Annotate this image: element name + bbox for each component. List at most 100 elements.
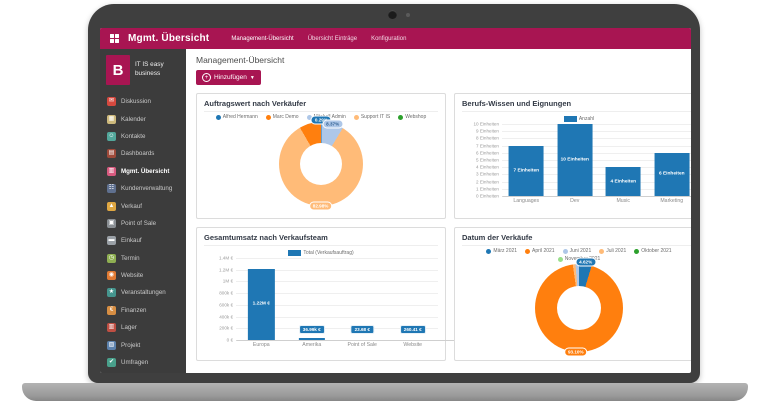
bar-languages[interactable]: 7 Einheiten: [502, 124, 551, 196]
sidebar-item-label: Diskussion: [121, 98, 151, 106]
project-icon: ▧: [107, 340, 116, 350]
sidebar-item-label: Veranstaltungen: [121, 289, 166, 297]
bar: [605, 167, 641, 196]
sidebar-item-point-of-sale[interactable]: ▣ Point of Sale: [107, 215, 186, 232]
bar: [508, 145, 544, 196]
legend-swatch: [288, 250, 302, 256]
sidebar-item-termin[interactable]: ◷ Termin: [107, 250, 186, 267]
sidebar-item-veranstaltungen[interactable]: ★ Veranstaltungen: [107, 284, 186, 301]
bar-website[interactable]: 260.41 €: [388, 258, 439, 340]
bar-chart-gesamtumsatz: Total (Verkaufsauftrag) 1.4M € 1.2M € 1M € 8…: [204, 248, 691, 348]
legend-item[interactable]: April 2021: [525, 248, 555, 254]
legend-item[interactable]: Anzahl: [563, 116, 594, 122]
y-tick-label: 7 Einheiten: [476, 143, 499, 149]
apps-grid-icon[interactable]: [110, 34, 119, 43]
legend-swatch: [486, 248, 492, 254]
top-menu-item[interactable]: Übersicht Einträge: [307, 35, 358, 42]
top-menu-item[interactable]: Konfiguration: [371, 35, 407, 42]
sidebar-item-label: Termin: [121, 254, 140, 262]
x-category-label: Dev: [570, 198, 580, 204]
slice-label: 93.10%: [563, 347, 588, 357]
finance-icon: €: [107, 305, 116, 315]
legend-item[interactable]: Alfred Hermann: [215, 114, 258, 120]
legend-swatch: [265, 114, 271, 120]
legend-label: Juli 2021: [606, 248, 627, 254]
donut-chart[interactable]: 0.29% 8.37% 82.98%: [279, 115, 363, 211]
sidebar-item-verkauf[interactable]: ▲ Verkauf: [107, 197, 186, 214]
sidebar-item-finanzen[interactable]: € Finanzen: [107, 302, 186, 319]
company-name: IT IS easy business: [135, 61, 164, 78]
bar-dev[interactable]: 10 Einheiten: [551, 124, 600, 196]
legend-item[interactable]: Total (Verkaufsauftrag): [288, 250, 354, 256]
y-tick-label: 1.2M €: [218, 267, 233, 273]
legend-item[interactable]: Oktober 2021: [634, 248, 672, 254]
mgmt-chart-icon: ▥: [107, 166, 116, 176]
website-icon: ◉: [107, 271, 116, 281]
sidebar-item-website[interactable]: ◉ Website: [107, 267, 186, 284]
bar-value-label: 10 Einheiten: [560, 157, 589, 163]
x-category-label: Point of Sale: [347, 342, 377, 348]
sidebar-item-kontakte[interactable]: ☺ Kontakte: [107, 128, 186, 145]
sidebar-item-label: Verkauf: [121, 202, 142, 210]
sidebar-item-kundenverwaltung[interactable]: ☷ Kundenverwaltung: [107, 180, 186, 197]
bar-value-label: 260.41 €: [399, 325, 426, 334]
top-menu: Management-Übersicht Übersicht Einträge Ko…: [231, 36, 406, 42]
chevron-down-icon: ▼: [249, 74, 255, 81]
sidebar-menu: ✉ Diskussion ▦ Kalender ☺ Kontakte ▤ Dashboards…: [100, 93, 186, 371]
bar-value-label: 6 Einheiten: [658, 171, 685, 177]
bar-marketing[interactable]: 6 Einheiten: [648, 124, 692, 196]
y-tick-label: 0 Einheiten: [476, 193, 499, 199]
legend-item[interactable]: Juli 2021: [599, 248, 626, 254]
sidebar-item-dashboards[interactable]: ▤ Dashboards: [107, 145, 186, 162]
y-tick-label: 400k €: [219, 314, 233, 320]
legend-item[interactable]: Marc Demo: [265, 114, 299, 120]
sidebar-item-projekt[interactable]: ▧ Projekt: [107, 336, 186, 353]
company-logo[interactable]: B IT IS easy business: [100, 49, 186, 93]
calendar-icon: ▦: [107, 114, 116, 124]
legend-label: Alfred Hermann: [222, 114, 258, 120]
sidebar-item-umfragen[interactable]: ✔ Umfragen: [107, 354, 186, 371]
laptop-base: [22, 383, 748, 401]
slice-label: 4.62%: [575, 257, 597, 267]
legend-label: April 2021: [532, 248, 555, 254]
sales-icon: ▲: [107, 201, 116, 211]
chart-legend: Anzahl: [462, 116, 691, 122]
legend-item[interactable]: Webshop: [398, 114, 426, 120]
sidebar-item-mgmt-bersicht[interactable]: ▥ Mgmt. Übersicht: [107, 163, 186, 180]
legend-swatch: [599, 248, 605, 254]
y-tick-label: 5 Einheiten: [476, 157, 499, 163]
bar-point-of-sale[interactable]: 23.68 €: [337, 258, 388, 340]
bar-europa[interactable]: 1.22M €: [236, 258, 287, 340]
company-name-line1: IT IS easy: [135, 61, 164, 69]
donut-chart[interactable]: 4.62% 93.10%: [535, 257, 623, 357]
add-button[interactable]: + Hinzufügen ▼: [196, 70, 261, 85]
main-content: Management-Übersicht + Hinzufügen ▼ Auft…: [186, 49, 691, 373]
legend-label: Juni 2021: [569, 248, 592, 254]
x-category-label: Languages: [513, 198, 540, 204]
x-category-label: Website: [403, 342, 423, 348]
sidebar-item-einkauf[interactable]: ▬ Einkauf: [107, 232, 186, 249]
legend-swatch: [525, 248, 531, 254]
bar-music[interactable]: 4 Einheiten: [599, 124, 648, 196]
sidebar-item-diskussion[interactable]: ✉ Diskussion: [107, 93, 186, 110]
sidebar-item-label: Projekt: [121, 341, 141, 349]
y-tick-label: 1M €: [222, 278, 233, 284]
webcam-icon: [388, 10, 397, 19]
bar-value-label: 7 Einheiten: [513, 168, 540, 174]
legend-swatch: [557, 256, 563, 262]
card-auftragswert: Auftragswert nach Verkäufer Alfred Herma…: [196, 93, 446, 219]
legend-label: Total (Verkaufsauftrag): [303, 250, 354, 256]
bar-amerika[interactable]: 36.99k €: [287, 258, 338, 340]
top-menu-item[interactable]: Management-Übersicht: [231, 35, 294, 42]
sidebar: B IT IS easy business ✉ Diskussion ▦ Kalend…: [100, 49, 186, 373]
legend-label: Marc Demo: [272, 114, 299, 120]
bar-value-label: 1.22M €: [252, 301, 270, 307]
chart-legend: Total (Verkaufsauftrag): [204, 250, 438, 256]
legend-item[interactable]: Support IT IS: [353, 114, 390, 120]
legend-item[interactable]: Juni 2021: [562, 248, 592, 254]
y-tick-label: 4 Einheiten: [476, 164, 499, 170]
sidebar-item-kalender[interactable]: ▦ Kalender: [107, 110, 186, 127]
y-tick-label: 10 Einheiten: [473, 121, 499, 127]
legend-item[interactable]: März 2021: [486, 248, 517, 254]
sidebar-item-lager[interactable]: ▥ Lager: [107, 319, 186, 336]
